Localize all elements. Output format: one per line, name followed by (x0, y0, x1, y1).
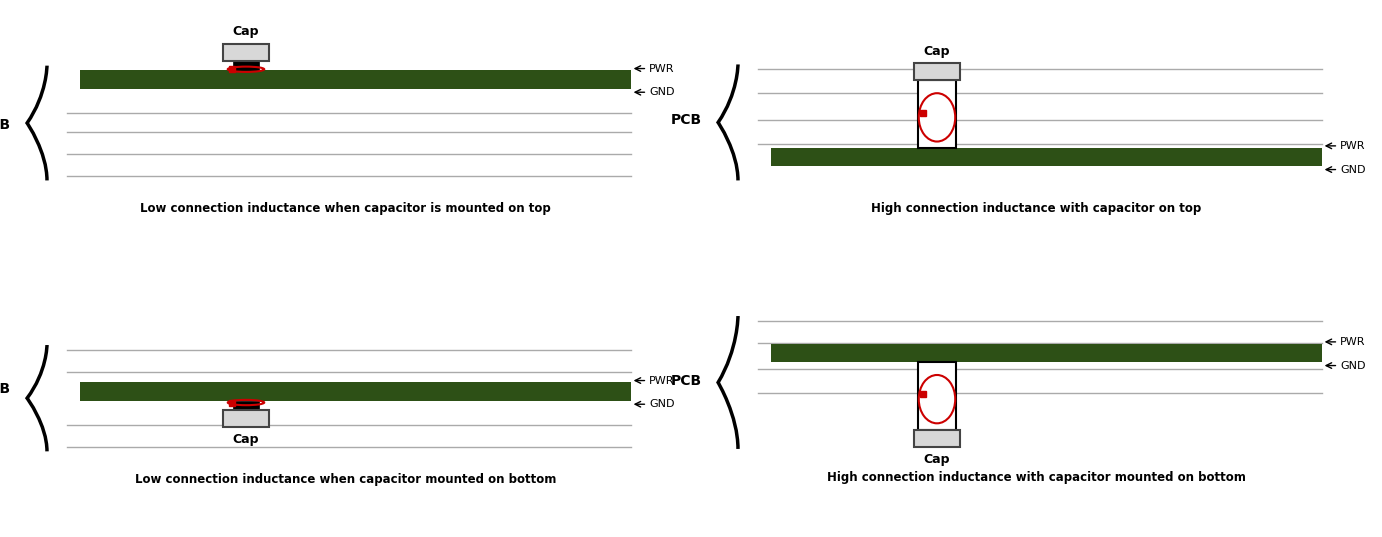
Text: High connection inductance with capacitor on top: High connection inductance with capacito… (872, 202, 1201, 215)
Bar (223, 44, 269, 61)
Bar (80, 382, 630, 401)
Bar (771, 344, 1321, 362)
Text: PCB: PCB (0, 381, 11, 396)
Text: PWR: PWR (1341, 337, 1365, 347)
Text: GND: GND (1341, 164, 1365, 175)
Bar (771, 148, 1321, 166)
Bar (223, 410, 269, 427)
Bar (232, 61, 260, 70)
Text: Cap: Cap (232, 25, 260, 38)
Text: PCB: PCB (670, 113, 702, 127)
Text: GND: GND (650, 87, 674, 97)
Text: PCB: PCB (670, 374, 702, 388)
Text: High connection inductance with capacitor mounted on bottom: High connection inductance with capacito… (826, 470, 1247, 484)
Text: Low connection inductance when capacitor mounted on bottom: Low connection inductance when capacitor… (135, 473, 556, 486)
Text: GND: GND (1341, 360, 1365, 371)
Text: PCB: PCB (0, 118, 11, 132)
Text: PWR: PWR (1341, 141, 1365, 151)
Bar (919, 80, 955, 148)
Text: Cap: Cap (232, 433, 260, 446)
Bar (232, 401, 260, 410)
Bar (914, 430, 960, 447)
Bar (914, 63, 960, 80)
Text: Low connection inductance when capacitor is mounted on top: Low connection inductance when capacitor… (140, 202, 551, 215)
Text: Cap: Cap (923, 46, 951, 59)
Bar (919, 362, 955, 430)
Bar (80, 70, 630, 89)
Text: PWR: PWR (650, 375, 674, 386)
Text: GND: GND (650, 399, 674, 409)
Text: Cap: Cap (923, 453, 951, 466)
Text: PWR: PWR (650, 63, 674, 74)
